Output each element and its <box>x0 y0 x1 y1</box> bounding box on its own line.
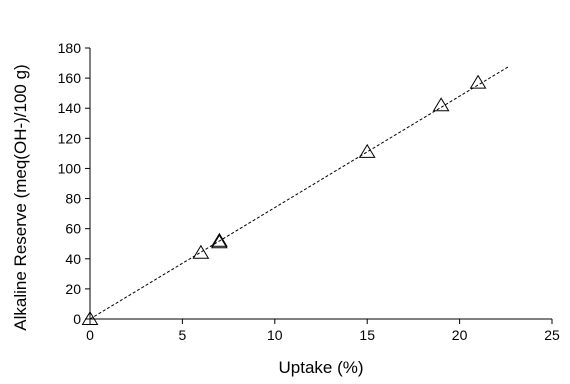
x-tick-label: 5 <box>179 327 187 343</box>
y-tick-label: 0 <box>73 311 81 327</box>
plot-area: 0 20 40 60 80 100 120 140 160 180 0 5 10 15 20 25 <box>58 40 560 343</box>
y-tick-label: 120 <box>58 130 82 146</box>
x-tick-label: 0 <box>86 327 94 343</box>
data-point-triangle <box>432 97 450 112</box>
x-tick-label: 25 <box>544 327 560 343</box>
data-point-triangle <box>192 244 210 259</box>
data-point-triangle <box>81 311 99 325</box>
y-tick-label: 160 <box>58 70 82 86</box>
x-axis-title: Uptake (%) <box>278 358 363 377</box>
y-axis-ticks: 0 20 40 60 80 100 120 140 160 180 <box>58 40 90 327</box>
y-axis-title: Alkaline Reserve (meq(OH-)/100 g) <box>11 64 30 330</box>
x-tick-label: 20 <box>452 327 468 343</box>
data-point-triangle <box>210 232 228 247</box>
y-tick-label: 180 <box>58 40 82 56</box>
y-tick-label: 100 <box>58 160 82 176</box>
y-tick-label: 140 <box>58 100 82 116</box>
y-tick-label: 80 <box>65 191 81 207</box>
y-tick-label: 60 <box>65 221 81 237</box>
y-tick-label: 20 <box>65 281 81 297</box>
data-points <box>81 74 487 325</box>
y-tick-label: 40 <box>65 251 81 267</box>
data-point-triangle <box>358 143 376 158</box>
data-point-triangle <box>210 234 228 249</box>
trendline <box>89 65 510 320</box>
x-axis-ticks: 0 5 10 15 20 25 <box>86 319 560 343</box>
x-tick-label: 15 <box>359 327 375 343</box>
data-point-triangle <box>469 74 487 89</box>
x-tick-label: 10 <box>267 327 283 343</box>
